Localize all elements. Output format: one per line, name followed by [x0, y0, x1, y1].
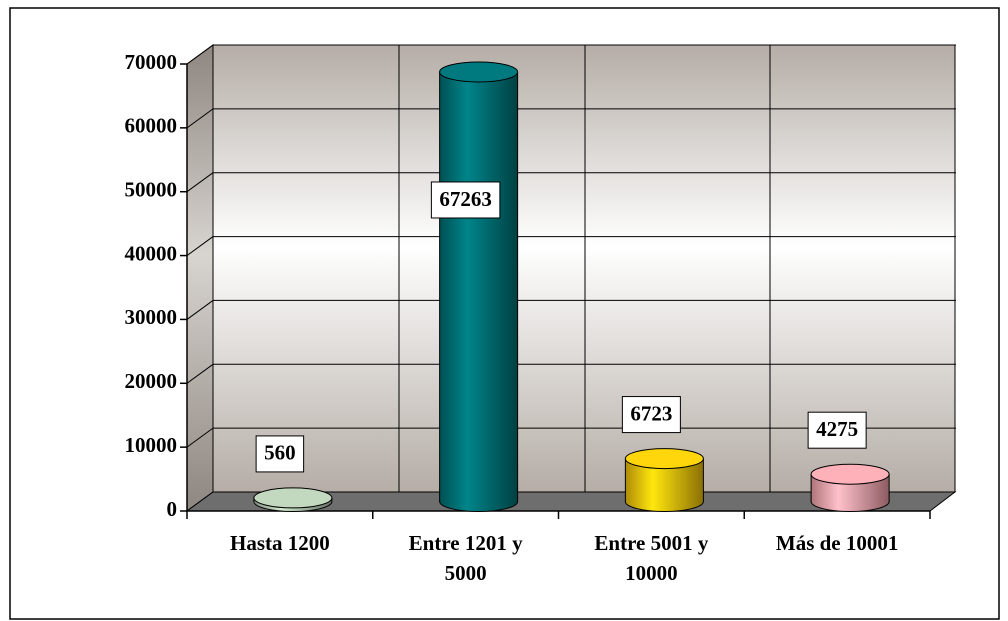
x-tick-label: Entre 1201 y 5000 [408, 531, 523, 585]
bar-top [624, 448, 704, 470]
y-tick-label: 70000 [125, 50, 178, 74]
value-label-box [255, 435, 305, 473]
side-grid-line [186, 363, 214, 384]
y-tick-label: 0 [167, 497, 178, 521]
x-tick-label: Más de 10001 [775, 531, 899, 555]
side-grid-line [186, 300, 214, 320]
category-dividers [373, 45, 771, 493]
value-label-box [430, 181, 501, 219]
bar-top [253, 487, 333, 509]
y-tick-label: 40000 [125, 241, 178, 265]
side-wall [186, 44, 214, 512]
value-label: 560 [264, 441, 296, 465]
side-grid-line [186, 44, 214, 65]
value-label-box [621, 396, 681, 434]
side-grid-line [186, 236, 214, 256]
x-tick-label: Entre 5001 y 10000 [594, 531, 709, 585]
bar-top [439, 61, 519, 83]
y-tick-label: 30000 [125, 305, 178, 329]
frame [9, 7, 1000, 620]
y-tick-label: 60000 [125, 114, 178, 138]
x-tick-label: Hasta 1200 [230, 531, 330, 555]
y-tick-label: 20000 [125, 369, 178, 393]
value-label: 67263 [439, 187, 492, 211]
y-tick-label: 50000 [125, 178, 178, 202]
value-label: 4275 [816, 417, 858, 441]
side-grid-line [186, 427, 214, 448]
value-label-box [807, 411, 867, 449]
side-grid-line [186, 172, 214, 193]
bar-top [810, 463, 890, 485]
bar [439, 71, 518, 502]
y-tick-label: 10000 [125, 433, 178, 457]
value-label: 6723 [630, 401, 672, 425]
side-grid-line [186, 108, 214, 129]
